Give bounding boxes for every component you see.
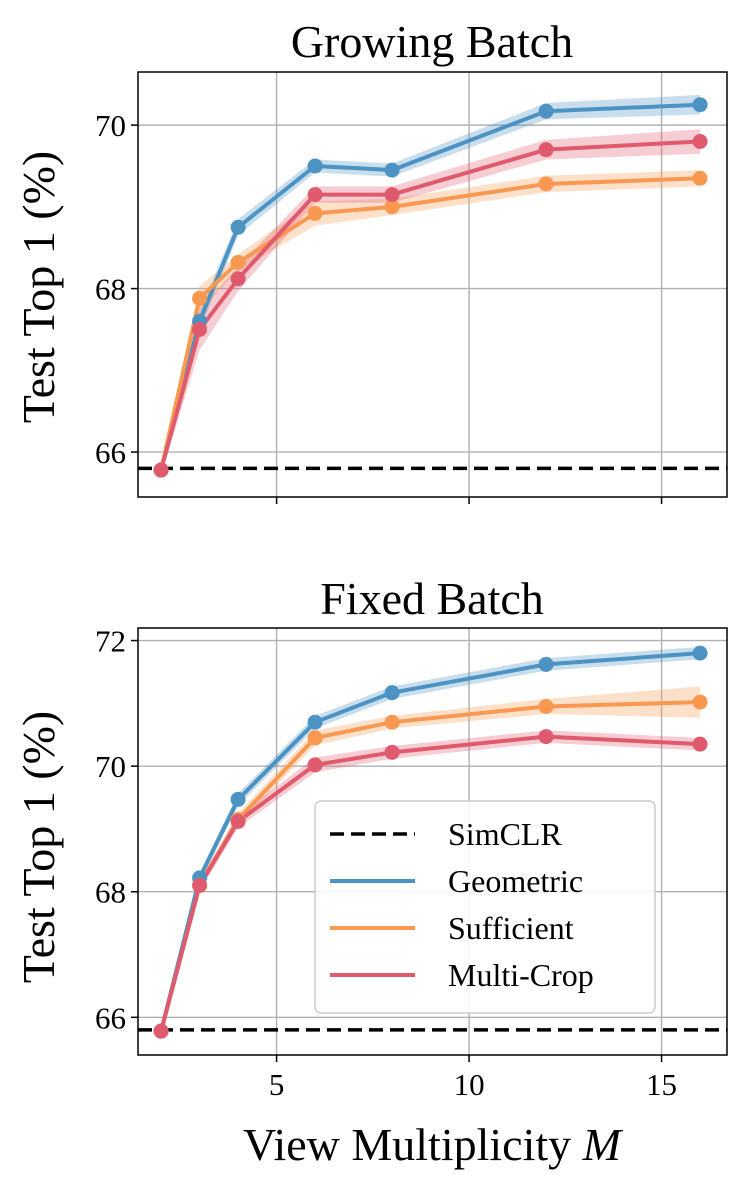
- sufficient-point: [307, 730, 323, 746]
- x-ticks: 5 10 15: [269, 1055, 677, 1102]
- plot-frame: [137, 627, 728, 1056]
- legend-entries: SimCLR Geometric Sufficient Multi-Crop: [330, 816, 594, 993]
- sufficient-point: [384, 714, 400, 730]
- multi-crop-point: [692, 133, 708, 149]
- geometric-point: [307, 158, 323, 174]
- fixed-batch-panel: Fixed Batch Test Top 1 (%) 66 68 70 72 5 10 1…: [13, 573, 728, 1170]
- sufficient-point: [230, 254, 246, 270]
- y-tick-label: 72: [95, 624, 126, 659]
- multi-crop-point: [192, 877, 208, 893]
- geometric-point: [384, 685, 400, 701]
- y-tick-label: 66: [95, 1000, 126, 1035]
- series-points: [153, 645, 708, 1039]
- y-ticks: 66 68 70 72: [95, 624, 138, 1035]
- multi-crop-point: [384, 187, 400, 203]
- multi-crop-point: [153, 462, 169, 478]
- legend-label-simclr: SimCLR: [448, 816, 562, 852]
- y-tick-label: 70: [95, 749, 126, 784]
- sufficient-point: [538, 176, 554, 192]
- geometric-point: [307, 714, 323, 730]
- legend: SimCLR Geometric Sufficient Multi-Crop: [314, 800, 656, 1014]
- legend-label-geometric: Geometric: [448, 863, 583, 899]
- plot-frame: [137, 71, 728, 498]
- geometric-point: [692, 97, 708, 113]
- series-points: [153, 97, 708, 478]
- geometric-point: [692, 645, 708, 661]
- sufficient-point: [692, 694, 708, 710]
- x-tick-label: 10: [454, 1067, 485, 1102]
- x-axis-label-main: View Multiplicity: [243, 1119, 583, 1170]
- multi-crop-point: [384, 744, 400, 760]
- multi-crop-point: [692, 736, 708, 752]
- multi-crop-point: [538, 142, 554, 158]
- geometric-point: [538, 656, 554, 672]
- x-tick-label: 15: [646, 1067, 677, 1102]
- geometric-point: [538, 103, 554, 119]
- y-ticks: 66 68 70: [95, 108, 138, 470]
- sufficient-band: [161, 170, 701, 475]
- geometric-point: [230, 791, 246, 807]
- y-axis-label: Test Top 1 (%): [13, 151, 64, 424]
- x-ticks: [275, 497, 663, 504]
- multi-crop-point: [307, 757, 323, 773]
- x-axis-label: View Multiplicity M: [243, 1119, 624, 1170]
- x-tick-label: 5: [269, 1067, 285, 1102]
- multi-crop-point: [230, 271, 246, 287]
- multi-crop-point: [153, 1023, 169, 1039]
- sufficient-point: [192, 290, 208, 306]
- x-axis-label-variable: M: [582, 1119, 624, 1170]
- y-tick-label: 70: [95, 108, 126, 143]
- y-tick-label: 68: [95, 272, 126, 307]
- y-tick-label: 68: [95, 875, 126, 910]
- legend-label-multi-crop: Multi-Crop: [448, 957, 594, 993]
- y-tick-label: 66: [95, 435, 126, 470]
- multi-crop-point: [307, 187, 323, 203]
- legend-label-sufficient: Sufficient: [448, 910, 574, 946]
- geometric-point: [230, 219, 246, 235]
- chart-title: Growing Batch: [291, 16, 573, 67]
- multi-crop-point: [230, 813, 246, 829]
- multi-crop-point: [538, 729, 554, 745]
- y-axis-label: Test Top 1 (%): [13, 711, 64, 984]
- chart-title: Fixed Batch: [320, 573, 544, 624]
- sufficient-point: [692, 170, 708, 186]
- multi-crop-point: [192, 321, 208, 337]
- geometric-point: [384, 162, 400, 178]
- legend-box: [314, 800, 656, 1014]
- growing-batch-panel: Growing Batch Test Top 1 (%) 66 68 70: [13, 16, 728, 504]
- sufficient-point: [538, 698, 554, 714]
- sufficient-point: [384, 199, 400, 215]
- sufficient-point: [307, 205, 323, 221]
